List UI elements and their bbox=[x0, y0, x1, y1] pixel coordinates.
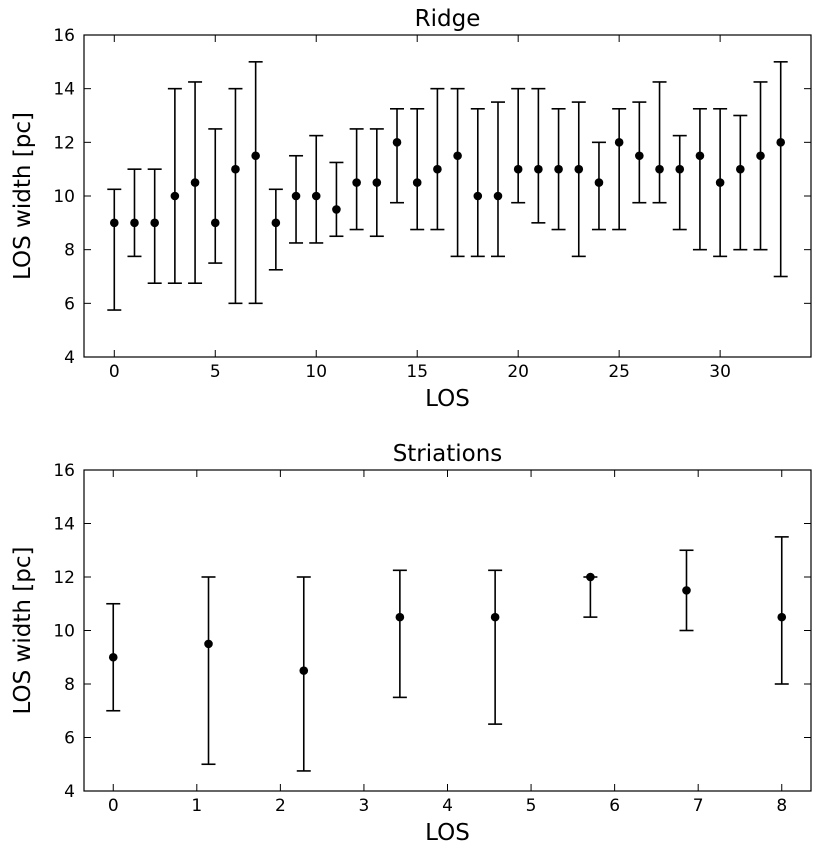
data-point bbox=[473, 191, 483, 201]
data-point bbox=[109, 218, 119, 228]
y-tick-label: 10 bbox=[53, 187, 75, 207]
data-point bbox=[490, 612, 500, 622]
x-axis-label: LOS bbox=[425, 386, 470, 412]
data-point bbox=[586, 572, 595, 582]
data-point bbox=[372, 178, 382, 187]
data-point bbox=[594, 178, 604, 187]
data-point bbox=[352, 178, 361, 187]
x-tick-label: 1 bbox=[191, 796, 202, 816]
data-point bbox=[271, 218, 281, 228]
data-point bbox=[299, 666, 309, 675]
x-axis-label: LOS bbox=[425, 820, 470, 846]
y-tick-label: 14 bbox=[53, 515, 75, 535]
data-point bbox=[614, 138, 624, 147]
x-tick-label: 0 bbox=[108, 796, 119, 816]
data-point bbox=[453, 151, 462, 161]
x-tick-label: 8 bbox=[776, 796, 787, 816]
data-point bbox=[736, 164, 745, 174]
data-point bbox=[332, 205, 341, 214]
x-tick-label: 30 bbox=[709, 362, 731, 382]
y-tick-label: 16 bbox=[53, 461, 75, 481]
plot-frame bbox=[83, 469, 812, 792]
data-point bbox=[291, 191, 301, 201]
x-tick-label: 10 bbox=[305, 362, 327, 382]
data-point bbox=[170, 191, 180, 201]
data-point bbox=[695, 151, 705, 161]
data-point bbox=[108, 652, 118, 662]
y-tick-label: 14 bbox=[53, 80, 75, 100]
data-point bbox=[493, 191, 503, 201]
y-tick-label: 12 bbox=[53, 568, 75, 588]
data-point bbox=[150, 218, 159, 228]
data-point bbox=[777, 612, 787, 622]
data-point bbox=[433, 164, 442, 174]
x-tick-label: 3 bbox=[359, 796, 370, 816]
x-tick-label: 4 bbox=[442, 796, 453, 816]
data-point bbox=[715, 178, 725, 187]
chart-title: Ridge bbox=[415, 6, 481, 32]
data-point bbox=[412, 178, 422, 187]
y-tick-label: 10 bbox=[53, 622, 75, 642]
data-point bbox=[231, 164, 240, 174]
y-axis-label: LOS width [pc] bbox=[10, 112, 36, 280]
x-tick-label: 25 bbox=[608, 362, 630, 382]
x-tick-label: 6 bbox=[609, 796, 620, 816]
y-tick-label: 6 bbox=[64, 729, 75, 749]
data-point bbox=[776, 138, 786, 147]
y-tick-label: 4 bbox=[64, 348, 75, 368]
x-tick-label: 7 bbox=[693, 796, 704, 816]
y-tick-label: 8 bbox=[64, 241, 75, 261]
x-tick-label: 0 bbox=[109, 362, 120, 382]
data-point bbox=[534, 164, 543, 174]
data-point bbox=[513, 164, 523, 174]
data-point bbox=[210, 218, 220, 228]
data-point bbox=[574, 164, 584, 174]
y-tick-label: 6 bbox=[64, 294, 75, 314]
data-point bbox=[311, 191, 321, 201]
data-point bbox=[204, 639, 213, 649]
data-point bbox=[682, 586, 691, 595]
data-point bbox=[251, 151, 260, 161]
ridge-panel: Ridge 0 5 10 15 20 25 30 4 6 8 10 12 14 16 LOS LOS width… bbox=[10, 6, 812, 412]
x-tick-label: 5 bbox=[210, 362, 221, 382]
data-point bbox=[395, 612, 405, 622]
x-tick-label: 5 bbox=[526, 796, 537, 816]
data-point bbox=[554, 164, 563, 174]
x-tick-label: 2 bbox=[275, 796, 286, 816]
data-point bbox=[675, 164, 685, 174]
data-point bbox=[635, 151, 644, 161]
data-point bbox=[655, 164, 664, 174]
chart-title: Striations bbox=[393, 441, 503, 467]
data-point bbox=[130, 218, 139, 228]
data-point bbox=[190, 178, 200, 187]
x-tick-label: 20 bbox=[507, 362, 529, 382]
x-tick-label: 15 bbox=[406, 362, 428, 382]
y-axis-label: LOS width [pc] bbox=[10, 547, 36, 715]
y-tick-label: 8 bbox=[64, 675, 75, 695]
data-point bbox=[392, 138, 402, 147]
plot-frame bbox=[83, 34, 812, 358]
y-tick-label: 4 bbox=[64, 782, 75, 802]
y-tick-label: 12 bbox=[53, 133, 75, 153]
data-point bbox=[756, 151, 765, 161]
y-tick-label: 16 bbox=[53, 26, 75, 46]
